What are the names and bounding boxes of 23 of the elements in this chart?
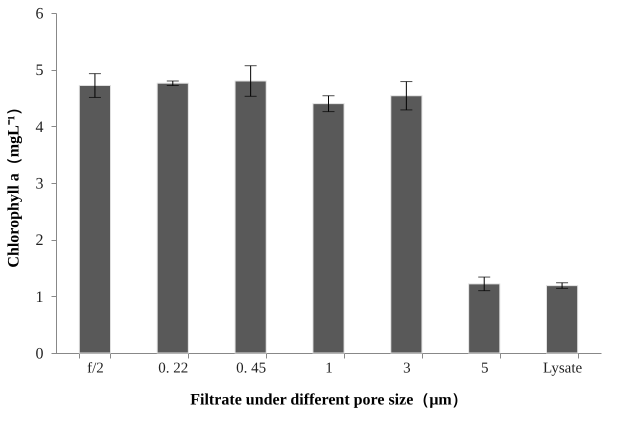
bar bbox=[468, 283, 500, 354]
x-tick-label: 5 bbox=[480, 360, 488, 376]
x-tick-label: 0. 22 bbox=[158, 360, 188, 376]
bar bbox=[546, 285, 578, 354]
bar bbox=[156, 82, 189, 354]
bar bbox=[234, 80, 267, 354]
y-tick-label: 3 bbox=[36, 176, 44, 192]
x-tick-label: Lysate bbox=[542, 360, 582, 376]
y-tick-label: 6 bbox=[36, 6, 44, 22]
x-tick-label: 3 bbox=[403, 360, 411, 376]
y-axis-title: Chlorophyll a（mgL⁻¹） bbox=[6, 99, 22, 268]
x-tick-label: 0. 45 bbox=[236, 360, 266, 376]
y-tick-label: 0 bbox=[36, 346, 44, 362]
bar bbox=[312, 103, 345, 354]
y-tick-label: 1 bbox=[36, 288, 44, 306]
x-tick-label: f/2 bbox=[87, 360, 104, 376]
bar bbox=[78, 85, 111, 354]
y-tick-label: 5 bbox=[36, 62, 44, 80]
x-axis-title: Filtrate under different pore size（μm） bbox=[190, 392, 468, 408]
bar bbox=[390, 95, 422, 354]
y-tick-label: 2 bbox=[36, 232, 44, 250]
y-tick-label: 4 bbox=[36, 118, 44, 136]
x-tick-label: 1 bbox=[325, 360, 333, 376]
